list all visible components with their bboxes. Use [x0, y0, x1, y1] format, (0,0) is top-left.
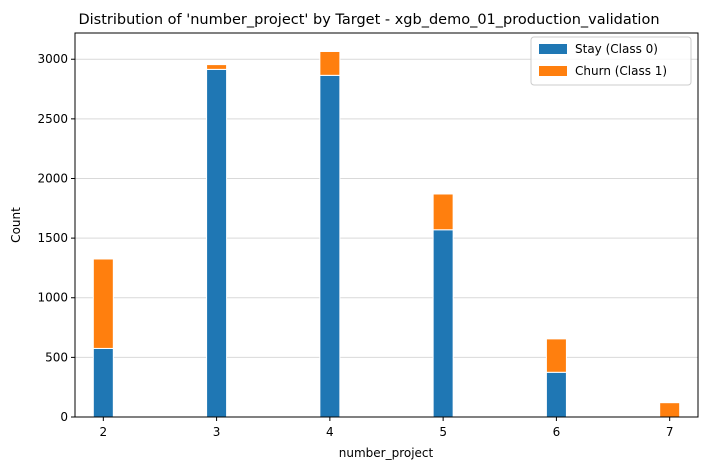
x-axis-label: number_project: [339, 446, 434, 460]
chart-title: Distribution of 'number_project' by Targ…: [78, 12, 659, 28]
bar-churn: [206, 64, 228, 70]
x-tick-label: 7: [666, 425, 674, 439]
y-axis-ticks: 0 500 1000 1500 2000 2500 3000: [37, 52, 75, 424]
y-tick-label: 1000: [37, 291, 68, 305]
bar-stay: [319, 74, 341, 418]
bar-stay: [545, 371, 567, 418]
x-tick-label: 4: [326, 425, 334, 439]
legend: Stay (Class 0) Churn (Class 1): [530, 36, 692, 86]
y-tick-label: 0: [60, 410, 68, 424]
bar-churn: [659, 402, 681, 418]
bar-churn: [319, 50, 341, 76]
bar-stay: [92, 347, 114, 418]
bars: [92, 50, 681, 418]
x-tick-label: 3: [213, 425, 221, 439]
grid-lines: [75, 58, 698, 358]
legend-label-churn: Churn (Class 1): [575, 64, 667, 78]
x-tick-label: 6: [553, 425, 561, 439]
legend-swatch-stay: [539, 44, 567, 54]
y-tick-label: 2000: [37, 171, 68, 185]
y-axis-label: Count: [9, 207, 23, 243]
x-axis-ticks: 2 3 4 5 6 7: [99, 417, 674, 439]
y-tick-label: 500: [45, 350, 68, 364]
x-tick-label: 2: [99, 425, 107, 439]
legend-label-stay: Stay (Class 0): [575, 42, 658, 56]
legend-swatch-churn: [539, 66, 567, 76]
y-tick-label: 2500: [37, 112, 68, 126]
y-tick-label: 3000: [37, 52, 68, 66]
x-tick-label: 5: [439, 425, 447, 439]
bar-churn: [545, 338, 567, 373]
bar-churn: [432, 193, 454, 231]
bar-churn: [92, 258, 114, 349]
plot-frame: [74, 32, 699, 418]
y-tick-label: 1500: [37, 231, 68, 245]
bar-stay: [206, 68, 228, 418]
legend-box: [530, 36, 692, 86]
bar-stay: [432, 229, 454, 418]
